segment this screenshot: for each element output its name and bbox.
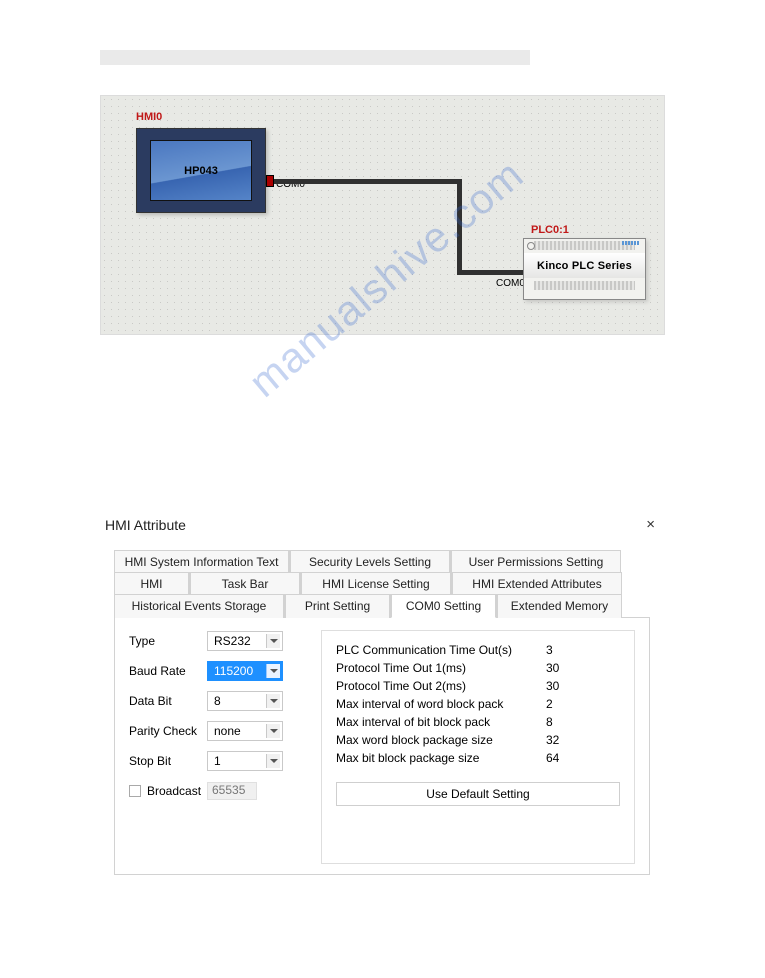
tab-user-permissions-setting[interactable]: User Permissions Setting — [451, 550, 621, 573]
plc-device-label: PLC0:1 — [531, 224, 569, 236]
hmi-device-label: HMI0 — [136, 111, 162, 123]
timeout-settings-panel: PLC Communication Time Out(s)3Protocol T… — [321, 630, 635, 864]
setting-value: 8 — [546, 715, 553, 729]
tab-hmi-license-setting[interactable]: HMI License Setting — [301, 572, 451, 595]
hmi-device[interactable]: HP043 — [136, 128, 266, 213]
setting-row: Max word block package size32 — [336, 731, 620, 749]
hmi-screen: HP043 — [150, 140, 252, 201]
tab-container: HMI System Information TextSecurity Leve… — [100, 540, 660, 618]
setting-label: Max interval of word block pack — [336, 697, 546, 711]
setting-label: Protocol Time Out 2(ms) — [336, 679, 546, 693]
dialog-title-bar: HMI Attribute × — [105, 516, 655, 533]
setting-row: Protocol Time Out 2(ms)30 — [336, 677, 620, 695]
connection-wire — [274, 179, 462, 184]
setting-value: 30 — [546, 679, 559, 693]
baud-value: 115200 — [214, 664, 253, 678]
setting-label: Max bit block package size — [336, 751, 546, 765]
stopbit-combo[interactable]: 1 — [207, 751, 283, 771]
plc-device[interactable]: Kinco PLC Series — [523, 238, 646, 300]
connection-wire — [457, 179, 462, 275]
setting-value: 32 — [546, 733, 559, 747]
tab-historical-events-storage[interactable]: Historical Events Storage — [114, 594, 284, 618]
databit-combo[interactable]: 8 — [207, 691, 283, 711]
dialog-content: Type RS232 Baud Rate 115200 Data Bit 8 P… — [114, 617, 650, 875]
stopbit-label: Stop Bit — [129, 754, 207, 768]
setting-row: Max interval of word block pack2 — [336, 695, 620, 713]
connection-wire — [457, 270, 523, 275]
baud-label: Baud Rate — [129, 664, 207, 678]
plc-selector-icon — [527, 242, 535, 250]
databit-label: Data Bit — [129, 694, 207, 708]
setting-row: Max bit block package size64 — [336, 749, 620, 767]
dialog-title: HMI Attribute — [105, 517, 186, 533]
setting-row: Max interval of bit block pack8 — [336, 713, 620, 731]
setting-label: Protocol Time Out 1(ms) — [336, 661, 546, 675]
type-value: RS232 — [214, 634, 251, 648]
setting-label: Max word block package size — [336, 733, 546, 747]
tab-com0-setting[interactable]: COM0 Setting — [391, 594, 496, 618]
hmi-attribute-dialog: HMI System Information TextSecurity Leve… — [100, 540, 660, 865]
parity-value: none — [214, 724, 241, 738]
plc-com-label: COM0 — [496, 278, 525, 289]
tab-hmi[interactable]: HMI — [114, 572, 189, 595]
topology-canvas[interactable]: HMI0 HP043 COM0 PLC0:1 COM0 Kinco PLC Se… — [100, 95, 665, 335]
broadcast-label: Broadcast — [147, 784, 207, 798]
tab-extended-memory[interactable]: Extended Memory — [497, 594, 622, 618]
setting-row: Protocol Time Out 1(ms)30 — [336, 659, 620, 677]
type-combo[interactable]: RS232 — [207, 631, 283, 651]
close-icon[interactable]: × — [646, 516, 655, 533]
baud-combo[interactable]: 115200 — [207, 661, 283, 681]
setting-value: 30 — [546, 661, 559, 675]
setting-value: 64 — [546, 751, 559, 765]
stopbit-value: 1 — [214, 754, 221, 768]
setting-row: PLC Communication Time Out(s)3 — [336, 641, 620, 659]
plc-terminal-rail — [534, 241, 635, 250]
setting-label: Max interval of bit block pack — [336, 715, 546, 729]
hmi-com-port[interactable] — [266, 175, 274, 187]
setting-value: 2 — [546, 697, 553, 711]
tab-print-setting[interactable]: Print Setting — [285, 594, 390, 618]
serial-settings-panel: Type RS232 Baud Rate 115200 Data Bit 8 P… — [129, 630, 299, 864]
setting-label: PLC Communication Time Out(s) — [336, 643, 546, 657]
use-default-button[interactable]: Use Default Setting — [336, 782, 620, 806]
databit-value: 8 — [214, 694, 221, 708]
broadcast-checkbox[interactable] — [129, 785, 141, 797]
page-top-bar — [100, 50, 530, 65]
tab-hmi-extended-attributes[interactable]: HMI Extended Attributes — [452, 572, 622, 595]
setting-value: 3 — [546, 643, 553, 657]
type-label: Type — [129, 634, 207, 648]
broadcast-value: 65535 — [207, 782, 257, 800]
plc-led-icon — [622, 241, 639, 245]
tab-security-levels-setting[interactable]: Security Levels Setting — [290, 550, 450, 573]
plc-terminal-rail — [534, 281, 635, 290]
parity-combo[interactable]: none — [207, 721, 283, 741]
plc-name-text: Kinco PLC Series — [537, 260, 632, 272]
hmi-model-text: HP043 — [184, 165, 218, 177]
tab-hmi-system-information-text[interactable]: HMI System Information Text — [114, 550, 289, 573]
tab-task-bar[interactable]: Task Bar — [190, 572, 300, 595]
parity-label: Parity Check — [129, 724, 207, 738]
plc-name-band: Kinco PLC Series — [524, 253, 645, 278]
